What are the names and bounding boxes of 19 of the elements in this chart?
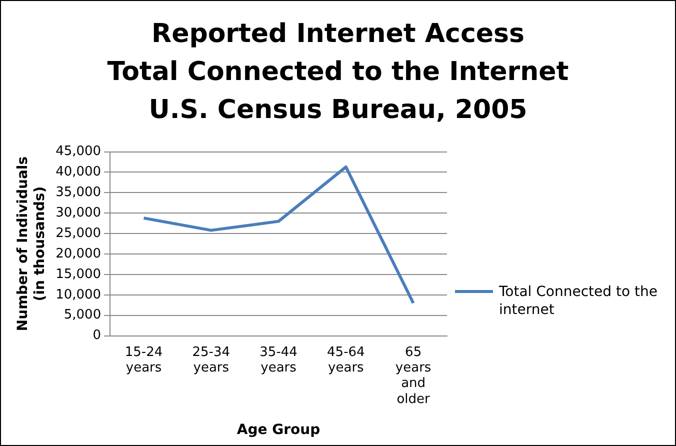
x-tick-label: 15-24 years xyxy=(124,344,163,376)
y-tick-label: 25,000 xyxy=(56,226,102,241)
y-tick-label: 20,000 xyxy=(56,246,102,262)
y-tick-label: 5,000 xyxy=(64,308,102,323)
x-axis-title: Age Group xyxy=(236,422,320,438)
x-tick-label: 25-34 years xyxy=(192,344,230,376)
legend-label: Total Connected to the internet xyxy=(499,283,658,319)
y-tick-label: 40,000 xyxy=(56,164,102,180)
y-tick-label: 30,000 xyxy=(56,206,102,221)
y-axis-title: Number of Individuals (in thousands) xyxy=(15,156,48,332)
y-tick-label: 35,000 xyxy=(56,185,102,200)
x-tick-label: 65 years and older xyxy=(395,344,432,407)
chart-title: Reported Internet Access Total Connected to the Internet U.S. Census Bureau, 2005 xyxy=(106,18,570,127)
x-tick-label: 45-64 years xyxy=(327,344,365,376)
y-tick-label: 15,000 xyxy=(56,266,102,282)
x-tick-label: 35-44 years xyxy=(260,344,298,376)
y-tick-label: 0 xyxy=(92,328,102,344)
y-tick-label: 45,000 xyxy=(56,144,102,160)
y-tick-label: 10,000 xyxy=(56,287,102,302)
